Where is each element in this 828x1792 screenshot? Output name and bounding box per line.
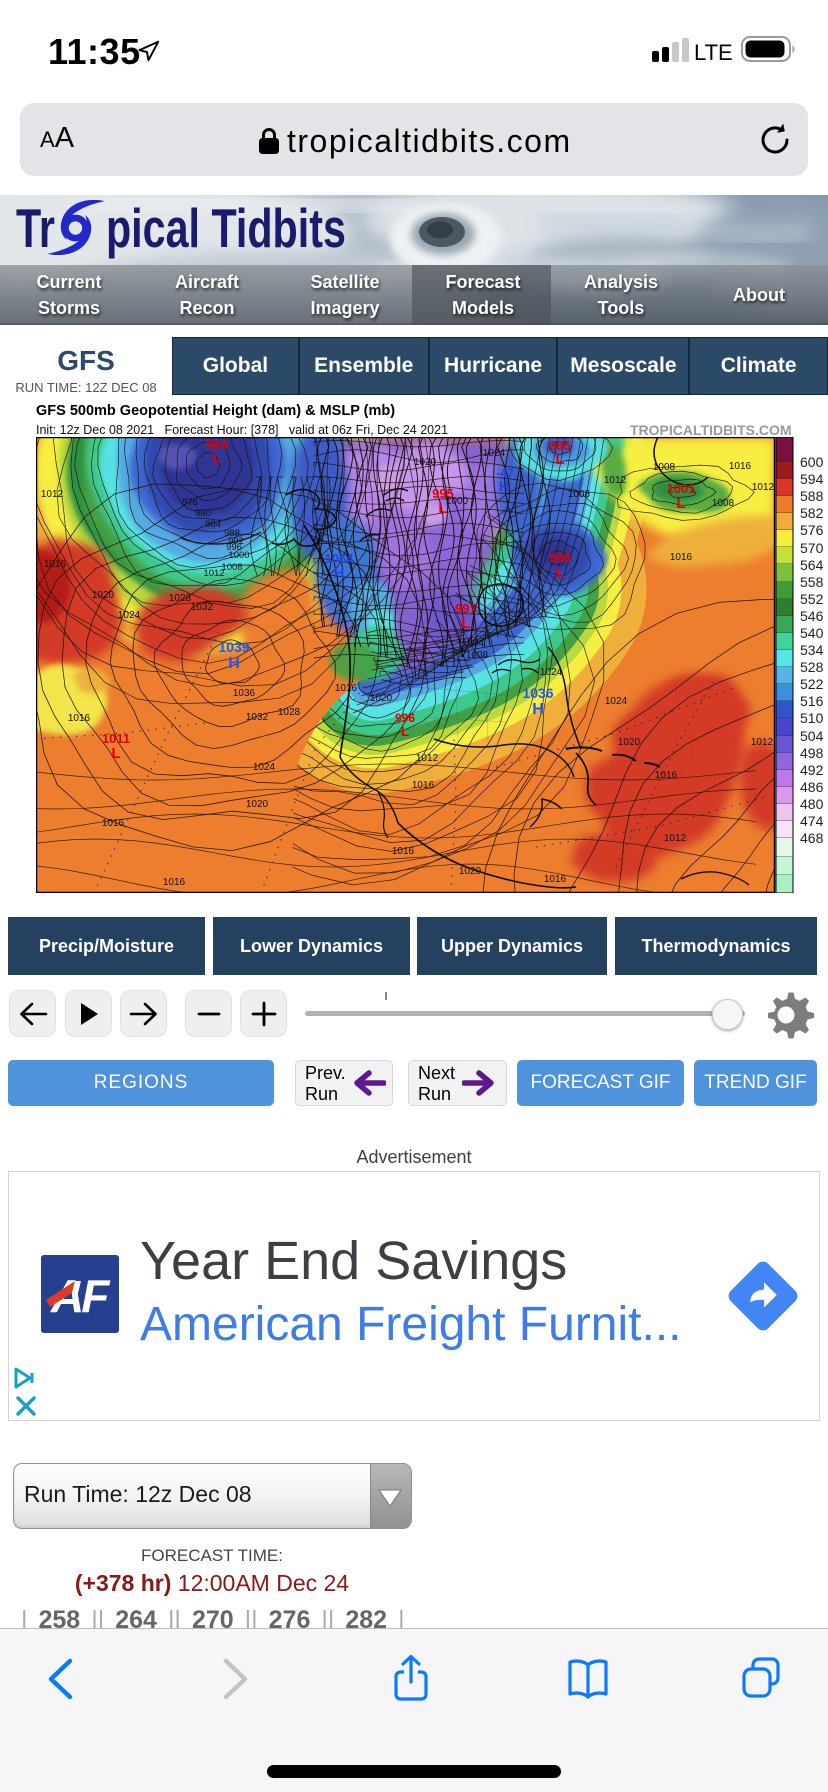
svg-text:997: 997 — [455, 601, 477, 616]
svg-text:1008: 1008 — [221, 562, 242, 573]
svg-text:996: 996 — [226, 542, 242, 553]
svg-text:1016: 1016 — [68, 713, 91, 724]
svg-text:985: 985 — [549, 438, 571, 453]
svg-text:L: L — [401, 723, 410, 739]
svg-text:1016: 1016 — [44, 559, 67, 570]
svg-text:1012: 1012 — [203, 568, 224, 579]
svg-text:600: 600 — [800, 454, 824, 470]
svg-text:1008: 1008 — [712, 498, 735, 509]
svg-text:L: L — [438, 500, 447, 517]
svg-text:L: L — [461, 615, 470, 632]
svg-text:1020: 1020 — [92, 590, 115, 601]
svg-text:528: 528 — [800, 659, 824, 675]
svg-text:516: 516 — [800, 693, 824, 709]
svg-text:964: 964 — [206, 437, 228, 452]
svg-text:1024: 1024 — [483, 448, 506, 459]
svg-text:H: H — [334, 565, 345, 582]
svg-text:558: 558 — [800, 574, 824, 590]
svg-text:L: L — [111, 745, 120, 762]
svg-text:1020: 1020 — [246, 799, 269, 810]
svg-text:1000: 1000 — [228, 550, 249, 561]
svg-text:1001: 1001 — [667, 481, 696, 496]
svg-text:1032: 1032 — [246, 712, 269, 723]
svg-text:1000: 1000 — [446, 496, 469, 507]
svg-text:988: 988 — [224, 528, 240, 539]
svg-text:594: 594 — [800, 471, 824, 487]
svg-text:H: H — [532, 701, 544, 718]
svg-text:996: 996 — [395, 711, 415, 725]
svg-text:1012: 1012 — [751, 737, 774, 748]
svg-text:510: 510 — [800, 710, 824, 726]
svg-text:1036: 1036 — [233, 688, 256, 699]
svg-text:1012: 1012 — [416, 753, 439, 764]
svg-text:1008: 1008 — [653, 462, 676, 473]
svg-text:1012: 1012 — [41, 489, 64, 500]
svg-text:L: L — [676, 495, 685, 512]
svg-text:1024: 1024 — [118, 610, 141, 621]
svg-text:1024: 1024 — [253, 762, 276, 773]
svg-text:1016: 1016 — [392, 846, 415, 857]
svg-text:576: 576 — [800, 522, 824, 538]
svg-text:1028: 1028 — [169, 593, 192, 604]
svg-text:1016: 1016 — [670, 552, 693, 563]
svg-text:1039: 1039 — [218, 639, 249, 655]
svg-text:564: 564 — [800, 557, 824, 573]
svg-text:H: H — [228, 655, 240, 672]
svg-text:976: 976 — [182, 497, 198, 508]
svg-text:588: 588 — [800, 488, 824, 504]
svg-text:534: 534 — [800, 642, 824, 658]
svg-text:1016: 1016 — [102, 818, 125, 829]
svg-text:570: 570 — [800, 540, 824, 556]
svg-text:992: 992 — [228, 536, 244, 547]
svg-text:522: 522 — [800, 676, 824, 692]
svg-text:1036: 1036 — [522, 685, 553, 701]
svg-text:468: 468 — [800, 830, 824, 846]
svg-text:480: 480 — [800, 796, 824, 812]
svg-text:1016: 1016 — [544, 874, 567, 885]
svg-text:1020: 1020 — [370, 693, 393, 704]
svg-text:504: 504 — [800, 728, 824, 744]
svg-text:1012: 1012 — [664, 833, 687, 844]
svg-text:1064: 1064 — [325, 551, 355, 566]
svg-text:1008: 1008 — [568, 489, 591, 500]
svg-text:L: L — [555, 564, 564, 581]
svg-text:988: 988 — [549, 550, 571, 565]
svg-text:1032: 1032 — [191, 602, 214, 613]
svg-text:546: 546 — [800, 608, 824, 624]
svg-text:1016: 1016 — [412, 780, 435, 791]
svg-text:1016: 1016 — [655, 770, 678, 781]
svg-text:1028: 1028 — [278, 707, 301, 718]
svg-text:1016: 1016 — [335, 683, 358, 694]
svg-text:552: 552 — [800, 591, 824, 607]
svg-text:1024: 1024 — [540, 667, 563, 678]
svg-text:474: 474 — [800, 813, 824, 829]
svg-text:1008: 1008 — [466, 650, 489, 661]
svg-text:1004: 1004 — [462, 638, 485, 649]
svg-text:540: 540 — [800, 625, 824, 641]
svg-text:492: 492 — [800, 762, 824, 778]
svg-text:995: 995 — [432, 486, 454, 501]
svg-text:486: 486 — [800, 779, 824, 795]
svg-text:1020: 1020 — [414, 457, 437, 468]
svg-text:980: 980 — [195, 508, 211, 519]
svg-text:582: 582 — [800, 505, 824, 521]
svg-text:498: 498 — [800, 745, 824, 761]
svg-text:1012: 1012 — [604, 475, 627, 486]
svg-text:H: H — [499, 478, 509, 494]
svg-text:1016: 1016 — [163, 877, 186, 888]
svg-text:1016: 1016 — [729, 461, 752, 472]
svg-text:1020: 1020 — [459, 866, 482, 877]
svg-text:L: L — [212, 450, 221, 467]
svg-text:L: L — [555, 451, 564, 468]
svg-text:1012: 1012 — [752, 482, 775, 493]
svg-text:-47: -47 — [496, 466, 514, 480]
svg-text:1024: 1024 — [605, 696, 628, 707]
svg-text:984: 984 — [205, 519, 221, 530]
svg-text:1020: 1020 — [618, 737, 641, 748]
svg-text:1011: 1011 — [102, 731, 130, 746]
